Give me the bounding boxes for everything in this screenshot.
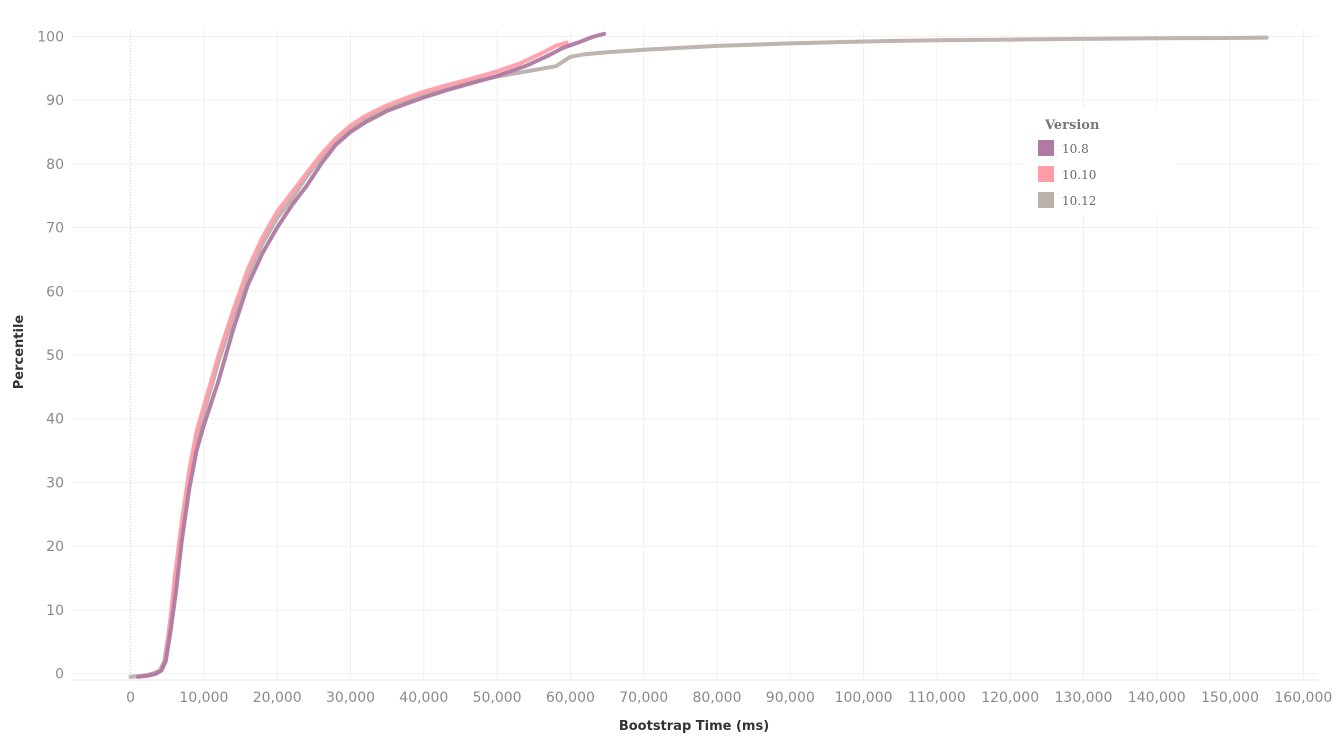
x-tick-label: 110,000	[908, 690, 966, 706]
x-tick-label: 10,000	[179, 690, 228, 706]
series-line-10-10	[136, 40, 569, 679]
legend-label: 10.12	[1062, 194, 1096, 208]
y-tick-label: 100	[37, 29, 64, 45]
legend-swatch	[1038, 140, 1054, 156]
x-tick-label: 40,000	[399, 690, 448, 706]
y-tick-label: 60	[46, 284, 64, 300]
x-tick-label: 50,000	[473, 690, 522, 706]
x-tick-label: 20,000	[253, 690, 302, 706]
y-tick-label: 50	[46, 348, 64, 364]
x-tick-label: 100,000	[835, 690, 893, 706]
legend-swatch	[1038, 192, 1054, 208]
y-tick-label: 0	[55, 667, 64, 683]
x-tick-label: 90,000	[766, 690, 815, 706]
y-tick-label: 20	[46, 539, 64, 555]
x-tick-label: 0	[126, 690, 135, 706]
y-axis-title: Percentile	[12, 315, 27, 390]
series-lines	[128, 31, 1269, 679]
x-tick-label: 140,000	[1128, 690, 1186, 706]
y-tick-label: 90	[46, 93, 64, 109]
legend: Version 10.8 10.10 10.12	[1028, 108, 1176, 214]
x-tick-label: 70,000	[619, 690, 668, 706]
y-tick-label: 70	[46, 221, 64, 237]
legend-label: 10.10	[1062, 168, 1096, 182]
x-tick-label: 80,000	[692, 690, 741, 706]
x-tick-label: 120,000	[981, 690, 1039, 706]
axes: 0 10,000 20,000 30,000 40,000 50,000 60,000 70,…	[37, 29, 1332, 706]
legend-swatch	[1038, 166, 1054, 182]
legend-items: 10.8 10.10 10.12	[1038, 140, 1096, 208]
legend-label: 10.8	[1062, 142, 1089, 156]
y-tick-label: 10	[46, 603, 64, 619]
y-tick-label: 80	[46, 157, 64, 173]
x-tick-label: 30,000	[326, 690, 375, 706]
x-axis-title: Bootstrap Time (ms)	[619, 719, 769, 734]
series-line-10-8	[136, 31, 607, 679]
x-tick-label: 60,000	[546, 690, 595, 706]
y-tick-label: 40	[46, 412, 64, 428]
x-tick-label: 150,000	[1201, 690, 1259, 706]
grid	[72, 30, 1318, 680]
x-tick-label: 160,000	[1274, 690, 1332, 706]
y-tick-label: 30	[46, 475, 64, 491]
x-tick-label: 130,000	[1055, 690, 1113, 706]
legend-title: Version	[1044, 118, 1100, 133]
